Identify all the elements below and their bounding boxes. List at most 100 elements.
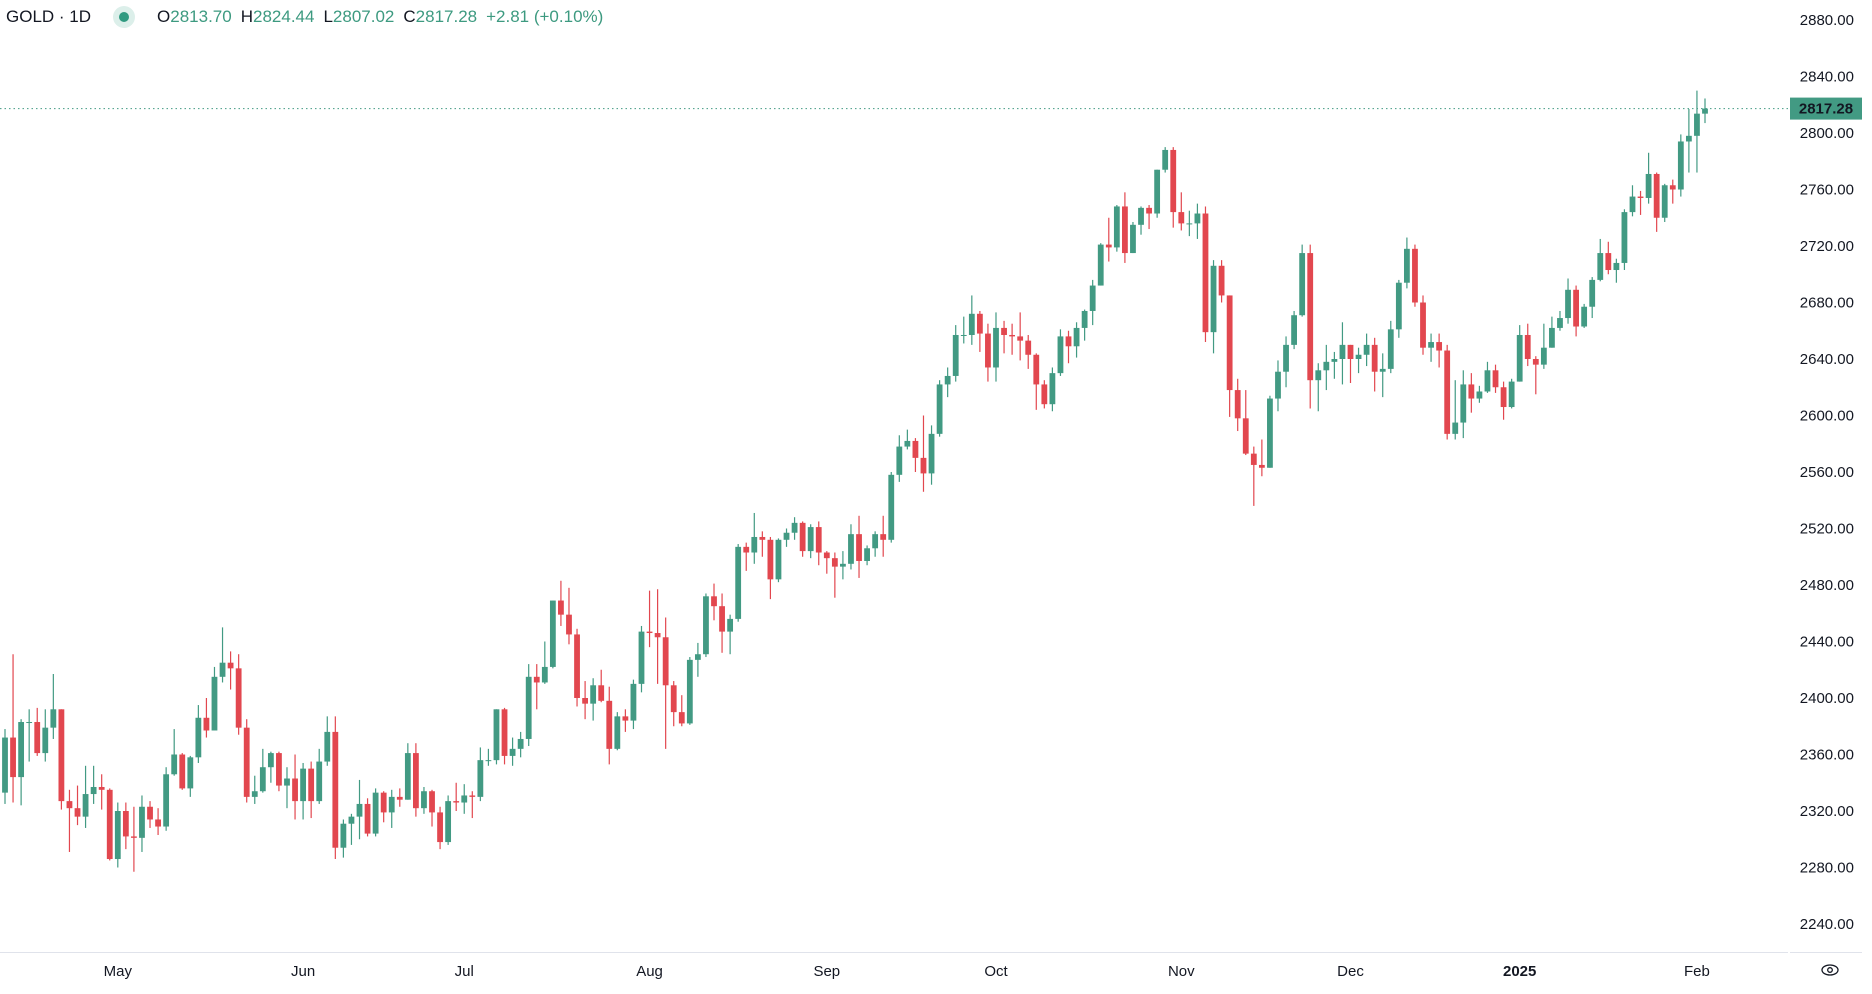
candle bbox=[1508, 378, 1515, 409]
candle bbox=[332, 716, 339, 860]
symbol-interval[interactable]: GOLD · 1D bbox=[6, 7, 92, 26]
candle bbox=[1363, 333, 1370, 367]
candle-body bbox=[1387, 329, 1394, 369]
candle bbox=[404, 743, 411, 800]
candle bbox=[1460, 370, 1467, 439]
candle bbox=[42, 709, 49, 762]
price-tick-label: 2840.00 bbox=[1800, 69, 1854, 86]
candle-body bbox=[195, 717, 202, 758]
candle-body bbox=[1154, 169, 1161, 214]
candle-body bbox=[1516, 334, 1523, 382]
candle-body bbox=[727, 618, 734, 632]
candle-body bbox=[179, 754, 186, 789]
candle bbox=[1105, 217, 1112, 262]
candle-body bbox=[1589, 279, 1596, 307]
candle-body bbox=[831, 558, 838, 567]
candle bbox=[558, 580, 564, 626]
candle-body bbox=[711, 596, 717, 607]
candle-body bbox=[856, 534, 862, 561]
candle bbox=[1194, 203, 1201, 239]
candle-body bbox=[332, 731, 339, 848]
gear-icon[interactable] bbox=[1820, 960, 1840, 980]
candle bbox=[767, 536, 774, 600]
price-axis[interactable]: 2880.00 2840.00 2800.00 2760.00 2720.00 2680.… bbox=[1800, 12, 1854, 933]
time-axis[interactable]: May Jun Jul Aug Sep Oct Nov Dec 2025 Feb bbox=[104, 963, 1710, 980]
candle bbox=[533, 664, 540, 710]
candle-body bbox=[1468, 384, 1475, 399]
price-tick-label: 2240.00 bbox=[1800, 916, 1854, 933]
price-tick-label: 2360.00 bbox=[1800, 747, 1854, 764]
candle bbox=[66, 789, 73, 852]
candle bbox=[1122, 192, 1128, 263]
candle bbox=[259, 748, 266, 793]
candle-body bbox=[1226, 295, 1233, 391]
candle-body bbox=[98, 786, 105, 790]
candle-body bbox=[960, 334, 967, 336]
candle-body bbox=[42, 727, 49, 754]
candle bbox=[1597, 238, 1604, 282]
candle bbox=[1234, 378, 1241, 432]
candle-body bbox=[18, 722, 25, 778]
candle bbox=[686, 657, 693, 725]
candle-body bbox=[1412, 248, 1418, 303]
candle-body bbox=[404, 753, 411, 800]
candle bbox=[880, 515, 887, 557]
candle bbox=[807, 524, 814, 559]
candle bbox=[1661, 183, 1668, 222]
candle-body bbox=[1267, 398, 1273, 468]
candle bbox=[227, 651, 234, 690]
candle bbox=[98, 774, 105, 810]
candle bbox=[74, 785, 81, 826]
close-value: 2817.28 bbox=[415, 7, 478, 26]
candle bbox=[1291, 310, 1297, 350]
candle bbox=[1178, 192, 1185, 231]
candle bbox=[1250, 446, 1257, 506]
candle bbox=[1258, 439, 1265, 477]
candle-body bbox=[662, 637, 669, 686]
time-tick-label: Aug bbox=[636, 963, 663, 980]
candle-body bbox=[654, 633, 661, 638]
candle-body bbox=[1283, 344, 1289, 372]
candle bbox=[26, 709, 33, 762]
candle-body bbox=[461, 795, 468, 803]
high-key: H bbox=[240, 7, 253, 26]
candle-body bbox=[58, 709, 65, 802]
candle bbox=[50, 673, 57, 739]
candle bbox=[267, 751, 274, 783]
candle bbox=[1403, 237, 1410, 289]
candle bbox=[1017, 312, 1024, 361]
candle bbox=[549, 600, 556, 669]
price-tick-label: 2320.00 bbox=[1800, 803, 1854, 820]
candle bbox=[1315, 363, 1322, 412]
candle-body bbox=[968, 313, 975, 335]
candle-body bbox=[163, 774, 170, 827]
candle bbox=[1428, 333, 1434, 362]
candle-body bbox=[171, 754, 178, 775]
candle bbox=[1565, 278, 1571, 324]
candle-body bbox=[823, 552, 830, 559]
candle-body bbox=[1097, 244, 1104, 286]
candle bbox=[872, 531, 879, 557]
candle bbox=[1226, 295, 1233, 417]
candle-body bbox=[187, 757, 194, 789]
candle bbox=[791, 517, 798, 540]
candle-body bbox=[1347, 344, 1354, 359]
candle-body bbox=[1339, 344, 1346, 359]
candle-body bbox=[1702, 108, 1708, 114]
candle-body bbox=[348, 816, 355, 824]
candle bbox=[1339, 322, 1346, 385]
candle bbox=[364, 798, 371, 837]
candle-body bbox=[912, 440, 919, 458]
candle-body bbox=[1291, 315, 1297, 345]
candle-body bbox=[582, 698, 588, 704]
candle-body bbox=[775, 539, 782, 580]
candle-body bbox=[477, 760, 484, 797]
candle-body bbox=[1057, 336, 1064, 374]
candle-body bbox=[1001, 327, 1007, 335]
candle-body bbox=[1549, 327, 1555, 348]
candle-body bbox=[147, 806, 153, 820]
chart-legend: GOLD · 1D O 2813.70 H 2824.44 L 2807.02 C 28… bbox=[6, 5, 612, 29]
candle-body bbox=[1694, 113, 1700, 136]
candle bbox=[396, 788, 403, 807]
